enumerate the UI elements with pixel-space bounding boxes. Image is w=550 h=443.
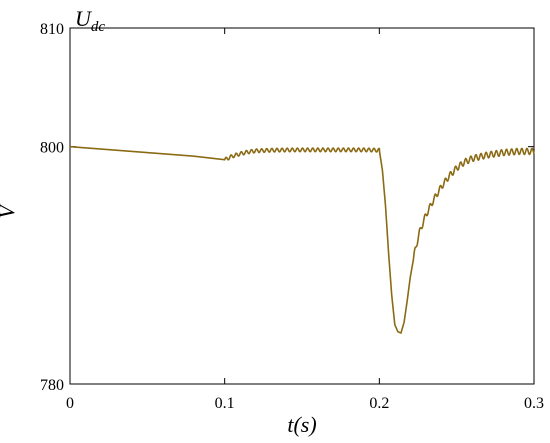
y-axis-label: V: [0, 203, 19, 219]
y-axis-ticks: 780 800 810: [40, 21, 534, 394]
plot-frame: [69, 27, 535, 385]
chart-title-main: U: [75, 6, 93, 31]
y-tick-label: 780: [40, 377, 64, 394]
chart-title: Udc: [75, 6, 105, 35]
x-axis-ticks: 0 0.1 0.2 0.3: [66, 28, 544, 412]
series-line: [69, 145, 535, 335]
y-tick-label: 800: [40, 140, 64, 157]
x-tick-label: 0: [66, 395, 74, 412]
y-tick-label: 810: [40, 21, 64, 38]
chart-title-subscript: dc: [91, 19, 106, 35]
x-tick-label: 0.3: [524, 395, 544, 412]
x-tick-label: 0.2: [369, 395, 389, 412]
x-axis-label: t(s): [287, 412, 316, 437]
x-tick-label: 0.1: [215, 395, 235, 412]
